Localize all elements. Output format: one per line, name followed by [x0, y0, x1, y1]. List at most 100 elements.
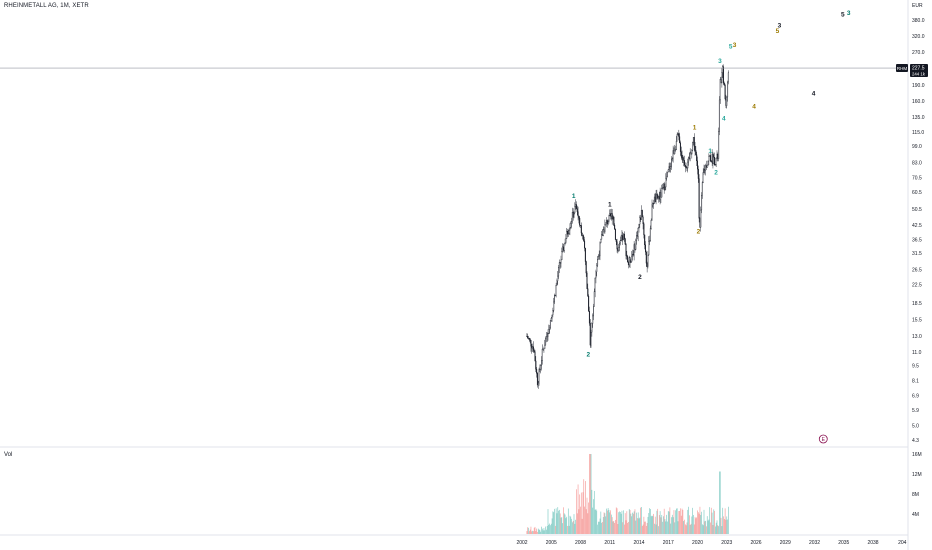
candle-body	[665, 178, 667, 188]
candle-body	[548, 329, 550, 334]
candle-body	[562, 246, 564, 252]
volume-bar	[717, 525, 719, 534]
price-axis-tick: 31.5	[912, 251, 922, 257]
volume-bar	[606, 508, 607, 534]
volume-bar	[572, 520, 574, 534]
candle-body	[620, 239, 622, 241]
candle-body	[594, 277, 596, 292]
candle-body	[543, 348, 545, 350]
candle-body	[623, 233, 625, 239]
candle-body	[632, 253, 634, 256]
volume-bar	[616, 508, 618, 534]
price-axis[interactable]: 380.0320.0270.0230.0190.0160.0135.0115.0…	[912, 18, 925, 444]
volume-bar	[574, 523, 576, 534]
volume-bar	[580, 492, 582, 534]
volume-bar	[681, 508, 683, 534]
candle-body	[679, 136, 681, 143]
time-axis-tick: 2038	[867, 540, 878, 546]
volume-bar	[654, 523, 655, 534]
candle-body	[577, 211, 579, 217]
candle-body	[535, 360, 537, 370]
volume-bar	[653, 513, 654, 534]
volume-bar	[598, 521, 599, 534]
volume-bar	[612, 521, 614, 534]
volume-bar	[549, 523, 550, 534]
candle-body	[687, 161, 689, 169]
volume-bar	[628, 521, 629, 534]
candle-body	[561, 251, 563, 261]
candle-body	[613, 216, 615, 226]
volume-bar	[688, 506, 689, 534]
symbol-price-tag: RHM	[896, 64, 908, 72]
candle-body	[666, 176, 668, 179]
volume-bar	[672, 517, 674, 534]
candle-body	[645, 244, 647, 253]
candle-body	[593, 306, 595, 317]
candle-body	[649, 240, 651, 242]
volume-bar	[573, 514, 575, 534]
candle-body	[527, 336, 529, 339]
candle-body	[656, 194, 658, 196]
candle-body	[640, 217, 642, 220]
candle-body	[603, 229, 605, 233]
price-axis-tick: 160.0	[912, 99, 925, 105]
candle-body	[532, 346, 534, 351]
time-axis-tick: 2035	[838, 540, 849, 546]
candle-body	[556, 280, 558, 286]
volume-bar	[715, 526, 716, 534]
candle-body	[686, 167, 688, 169]
candle-body	[660, 192, 662, 198]
svg-text:E: E	[822, 437, 826, 443]
volume-bar	[664, 519, 666, 534]
volume-bar	[567, 525, 568, 534]
candle-body	[593, 291, 595, 307]
volume-axis-tick: 12M	[912, 472, 922, 478]
time-axis-tick: 2005	[546, 540, 557, 546]
candle-body	[619, 240, 621, 244]
candle-body	[558, 267, 560, 277]
candle-body	[688, 157, 690, 159]
candle-body	[584, 247, 586, 262]
candle-body	[724, 85, 726, 99]
volume-bar	[642, 524, 644, 534]
candle-body	[667, 169, 669, 173]
candle-body	[568, 230, 570, 234]
volume-bar	[539, 529, 541, 534]
last-volume-value: 244 1k	[912, 72, 926, 77]
time-axis[interactable]: 2002 2005 2008 2011 2014 2017 2020 2023 2026 2029…	[516, 540, 906, 546]
time-axis-tick: 2014	[633, 540, 644, 546]
volume-bar	[710, 507, 712, 534]
volume-bar	[693, 514, 694, 534]
candle-body	[534, 351, 536, 362]
volume-axis[interactable]: 16M 12M 8M 4M	[912, 452, 922, 518]
candle-body	[655, 194, 657, 202]
volume-bar	[630, 513, 632, 534]
candle-body	[611, 213, 613, 220]
candle-body	[531, 346, 533, 349]
earnings-event-marker[interactable]: E	[818, 434, 828, 444]
time-axis-tick: 2029	[780, 540, 791, 546]
volume-bar	[675, 510, 676, 534]
candle-body	[636, 235, 638, 237]
candle-body	[624, 238, 626, 245]
wave-label: 3	[778, 23, 782, 30]
volume-bar	[644, 521, 646, 534]
volume-bar	[633, 511, 635, 534]
candle-body	[578, 215, 580, 219]
candle-body	[617, 248, 619, 251]
candle-body	[640, 210, 642, 220]
candle-body	[684, 165, 686, 167]
volume-bar	[637, 512, 639, 534]
price-axis-tick: 50.5	[912, 207, 922, 213]
volume-bar	[614, 522, 615, 534]
volume-bar	[621, 510, 623, 534]
volume-bar	[566, 516, 568, 534]
volume-bar	[593, 499, 594, 534]
volume-bar	[700, 515, 702, 534]
volume-bar	[634, 509, 636, 534]
volume-bar	[583, 479, 585, 534]
candle-body	[719, 78, 721, 101]
volume-bar	[636, 512, 637, 534]
